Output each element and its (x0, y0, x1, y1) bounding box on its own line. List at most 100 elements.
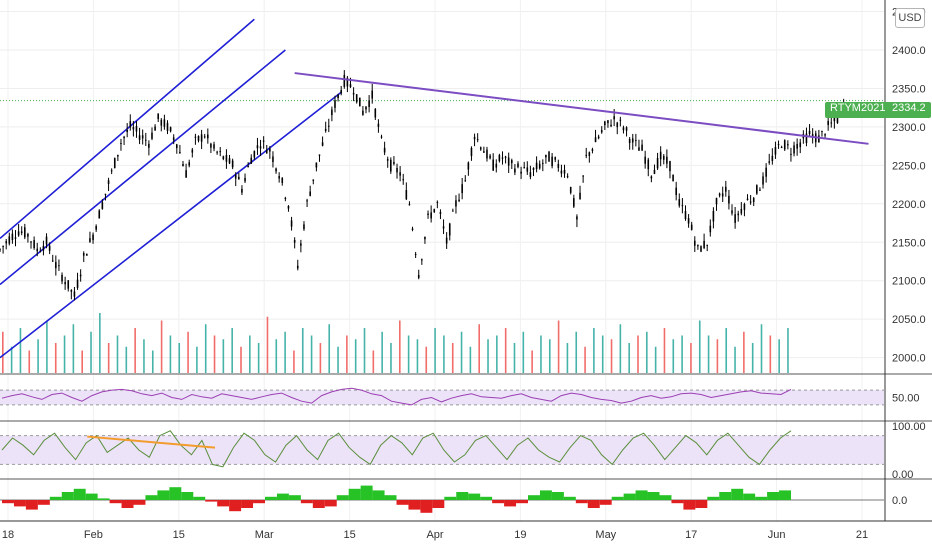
candle-body (365, 106, 367, 110)
candle-body (160, 119, 163, 126)
candle-body (712, 210, 715, 222)
candle-body (569, 186, 572, 193)
time-tick-label: Jun (768, 529, 786, 541)
volume-bar (328, 324, 331, 373)
macd-bar (348, 488, 361, 500)
candle-body (408, 204, 411, 206)
macd-bar (587, 500, 600, 508)
candle-body (442, 226, 445, 229)
macd-bar (528, 495, 540, 500)
candle-body (734, 214, 736, 223)
candle-body (662, 155, 665, 160)
volume-bar (584, 346, 586, 373)
candle-body (169, 127, 172, 132)
candle-body (101, 202, 104, 209)
candle-body (805, 133, 808, 144)
candle-body (470, 147, 473, 157)
volume-bar (504, 328, 507, 373)
price-tick-label: 2000.0 (892, 353, 926, 365)
candle-body (259, 146, 262, 149)
candle-body (377, 123, 380, 127)
candle-body (154, 126, 156, 131)
time-tick-label: 15 (173, 529, 185, 541)
volume-bar (266, 316, 269, 373)
candle-body (656, 158, 659, 169)
candle-body (635, 140, 637, 142)
candle-body (631, 138, 634, 143)
candle-body (132, 126, 135, 130)
macd-bar (444, 496, 457, 500)
volume-bar (381, 331, 383, 373)
macd-bar (623, 493, 636, 500)
candle-body (414, 254, 417, 256)
candle-body (749, 201, 752, 203)
candle-body (194, 136, 197, 138)
macd-bar (779, 490, 791, 500)
candle-body (343, 74, 346, 87)
candle-body (95, 226, 97, 230)
candle-body (706, 244, 708, 246)
macd-bar (480, 496, 493, 500)
volume-bar (63, 335, 66, 373)
candle-body (33, 240, 35, 249)
candle-body (672, 175, 674, 182)
volume-bar (601, 335, 604, 373)
candle-body (421, 259, 423, 261)
price-tick-label: 2350.0 (892, 83, 926, 95)
volume-bar (293, 350, 295, 373)
candle-body (721, 193, 724, 197)
candle-body (486, 149, 488, 159)
candle-body (833, 116, 836, 122)
volume-bar (372, 350, 375, 373)
volume-bar (346, 335, 348, 373)
candle-body (756, 185, 758, 194)
candle-body (467, 162, 470, 170)
macd-bar (300, 500, 313, 504)
candle-body (327, 125, 330, 127)
channel-lines[interactable] (0, 18, 342, 359)
candle-body (743, 204, 746, 210)
candle-body (560, 170, 563, 174)
candle-body (303, 224, 305, 230)
candle-body (737, 213, 740, 216)
candle-body (70, 289, 73, 292)
candle-body (79, 274, 82, 277)
candle-body (777, 144, 780, 146)
resistance-line[interactable] (294, 72, 869, 145)
candle-body (725, 186, 727, 192)
volume-bar (698, 320, 701, 373)
candle-body (669, 161, 671, 172)
macd-bar (492, 500, 505, 504)
volume-bar (566, 343, 569, 373)
macd-bar (85, 493, 98, 500)
volume-bar (478, 324, 480, 373)
macd-bar (229, 500, 242, 512)
candle-body (219, 151, 222, 153)
candle-body (138, 135, 141, 140)
oscillator-line (1, 430, 792, 468)
volume-bar (654, 346, 657, 373)
oscillator-tick-label: 0.00 (892, 469, 913, 481)
candle-body (278, 176, 280, 179)
candle-body (517, 163, 519, 168)
candle-body (588, 152, 591, 156)
candle-body (628, 139, 631, 144)
currency-badge[interactable]: USD (895, 8, 925, 28)
candle-body (117, 154, 119, 157)
volume-bar (249, 335, 251, 373)
candle-body (644, 156, 646, 164)
time-tick-label: Mar (255, 529, 274, 541)
candle-body (479, 147, 482, 150)
candle-body (293, 240, 296, 243)
volume-bar (257, 343, 260, 373)
candle-body (393, 161, 395, 164)
candle-body (92, 234, 94, 241)
rsi-pane (0, 387, 884, 406)
volume-bar (460, 331, 463, 373)
candle-body (604, 121, 606, 126)
candle-body (176, 144, 178, 149)
macd-bar (743, 493, 756, 500)
candle-body (284, 197, 287, 199)
macd-bar (504, 500, 517, 507)
